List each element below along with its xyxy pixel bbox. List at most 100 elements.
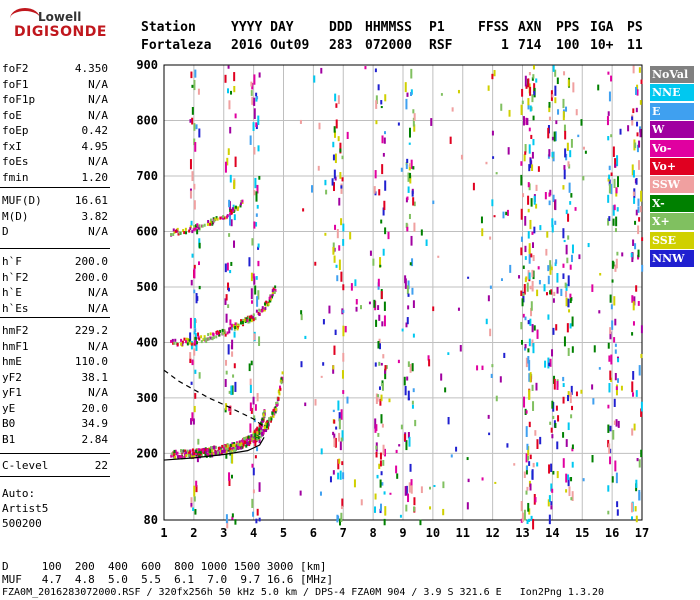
echo-dot (522, 292, 525, 297)
echo-dot (236, 446, 239, 450)
echo-dot (634, 243, 637, 250)
echo-dot (197, 448, 200, 452)
echo-dot (207, 452, 210, 456)
echo-dot (174, 338, 177, 342)
echo-dot (525, 453, 528, 463)
echo-dot (350, 283, 353, 291)
header-station-value: Fortaleza (141, 38, 212, 53)
echo-dot (173, 449, 176, 453)
echo-dot (528, 373, 531, 382)
echo-dot (570, 254, 573, 263)
echo-dot (172, 453, 175, 457)
echo-dot (205, 337, 208, 341)
echo-dot (565, 106, 568, 112)
echo-dot (548, 105, 551, 113)
echo-dot (621, 252, 624, 257)
echo-dot (407, 172, 410, 182)
echo-dot (171, 338, 174, 342)
echo-dot (281, 376, 284, 380)
profile-solid-line (163, 437, 265, 461)
echo-dot (567, 298, 570, 308)
echo-dot (528, 243, 531, 255)
echo-dot (261, 306, 264, 310)
echo-dot (337, 136, 340, 142)
echo-dot (539, 225, 542, 231)
echo-dot (616, 251, 619, 256)
echo-dot (547, 127, 550, 139)
echo-dot (523, 396, 526, 408)
echo-dot (193, 225, 196, 229)
echo-dot (198, 450, 201, 454)
echo-dot (243, 437, 246, 441)
echo-dot (407, 186, 410, 193)
echo-dot (239, 204, 242, 208)
echo-dot (530, 134, 533, 139)
echo-dot (211, 337, 214, 341)
echo-dot (231, 516, 234, 520)
echo-dot (535, 184, 538, 192)
echo-dot (340, 218, 343, 226)
auto-line2: Artist5 (2, 502, 49, 515)
x-tick-label: 3 (220, 526, 227, 540)
echo-dot (205, 450, 208, 454)
echo-dot (339, 148, 342, 153)
echo-dot (409, 262, 412, 266)
echo-dot (258, 482, 261, 492)
echo-dot (499, 376, 502, 383)
echo-dot (411, 190, 414, 197)
echo-dot (459, 344, 462, 352)
echo-dot (552, 194, 555, 203)
echo-dot (300, 310, 303, 315)
echo-dot (528, 248, 531, 254)
echo-dot (230, 209, 233, 213)
echo-dot (566, 257, 569, 264)
echo-dot (280, 381, 283, 385)
param-row: B0 34.9 (2, 417, 108, 432)
echo-dot (375, 100, 378, 109)
legend-item: Vo+ (650, 158, 694, 175)
echo-dot (191, 253, 194, 258)
echo-dot (203, 447, 206, 451)
echo-dot (565, 297, 568, 307)
echo-dot (607, 485, 610, 492)
echo-dot (599, 272, 602, 276)
echo-dot (193, 496, 196, 502)
echo-dot (630, 502, 633, 513)
echo-dot (172, 451, 175, 455)
echo-dot (267, 423, 270, 427)
echo-dot (615, 386, 618, 391)
echo-dot (341, 430, 344, 441)
echo-dot (533, 195, 536, 205)
echo-dot (267, 302, 270, 306)
echo-dot (189, 159, 192, 170)
echo-dot (329, 476, 332, 483)
param-row: foF1 N/A (2, 78, 108, 93)
echo-dot (332, 431, 335, 436)
echo-dot (609, 331, 612, 340)
echo-dot (193, 317, 196, 329)
echo-dot (565, 209, 568, 215)
echo-dot (547, 275, 550, 285)
echo-dot (384, 365, 387, 371)
echo-dot (568, 309, 571, 313)
echo-dot (374, 68, 377, 73)
echo-dot (551, 224, 554, 233)
echo-dot (226, 444, 229, 448)
echo-dot (535, 203, 538, 209)
echo-dot (258, 517, 261, 522)
echo-dot (234, 113, 237, 119)
legend-item: SSW (650, 176, 694, 194)
echo-dot (377, 432, 380, 437)
echo-dot (256, 96, 259, 100)
echo-dot (201, 224, 204, 228)
echo-dot (631, 516, 634, 520)
echo-dot (255, 276, 258, 280)
echo-dot (524, 277, 527, 283)
echo-dot (384, 506, 387, 516)
echo-dot (332, 470, 335, 475)
echo-dot (260, 429, 263, 433)
echo-dot (337, 515, 340, 521)
echo-dot (229, 212, 232, 216)
echo-dot (490, 373, 493, 378)
echo-dot (335, 103, 338, 108)
